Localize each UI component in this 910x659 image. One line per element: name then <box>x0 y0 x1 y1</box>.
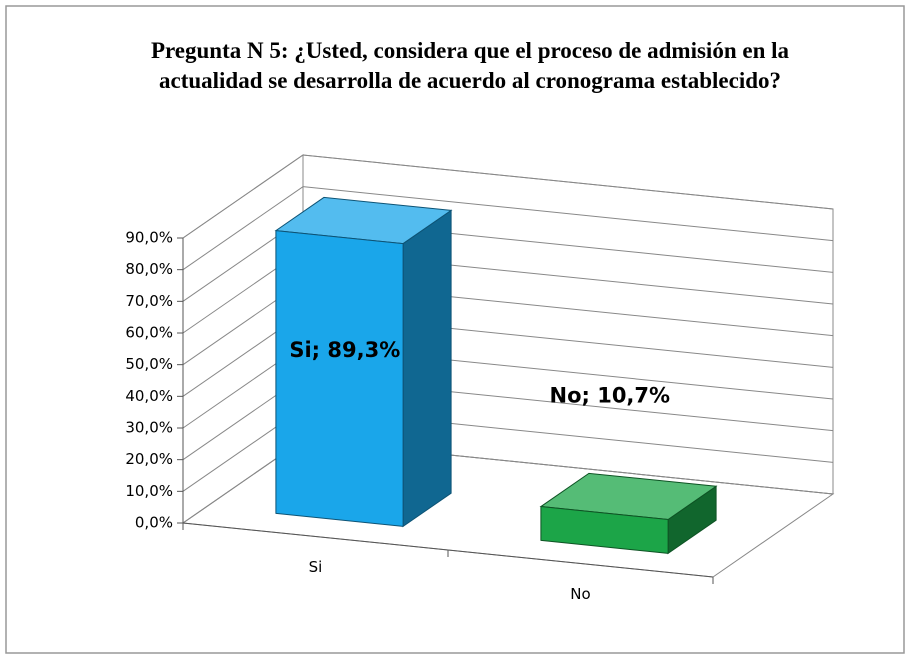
y-tick-label: 50,0% <box>125 355 173 373</box>
y-tick-label: 0,0% <box>135 514 173 532</box>
grid-line <box>182 154 304 239</box>
y-tick-label: 70,0% <box>125 292 173 310</box>
y-tick-label: 10,0% <box>125 482 173 500</box>
bar-front <box>275 230 404 527</box>
y-tick-label: 90,0% <box>125 229 173 247</box>
grid-line <box>302 154 834 210</box>
x-tick-label: Si <box>309 558 323 576</box>
y-tick-label: 30,0% <box>125 419 173 437</box>
y-tick-label: 20,0% <box>125 450 173 468</box>
data-label: Si; 89,3% <box>289 338 400 362</box>
chart-title: Pregunta N 5: ¿Usted, considera que el p… <box>150 38 790 93</box>
x-tick-label: No <box>570 585 590 603</box>
y-tick-label: 60,0% <box>125 324 173 342</box>
bar <box>274 196 453 528</box>
bar-front <box>540 506 669 554</box>
bar-side <box>402 209 452 528</box>
grid-line <box>182 186 304 271</box>
y-tick-label: 40,0% <box>125 387 173 405</box>
bar <box>539 472 718 555</box>
data-label: No; 10,7% <box>550 383 671 407</box>
chart-frame <box>5 5 905 654</box>
grid-line <box>302 186 834 242</box>
y-tick-label: 80,0% <box>125 260 173 278</box>
